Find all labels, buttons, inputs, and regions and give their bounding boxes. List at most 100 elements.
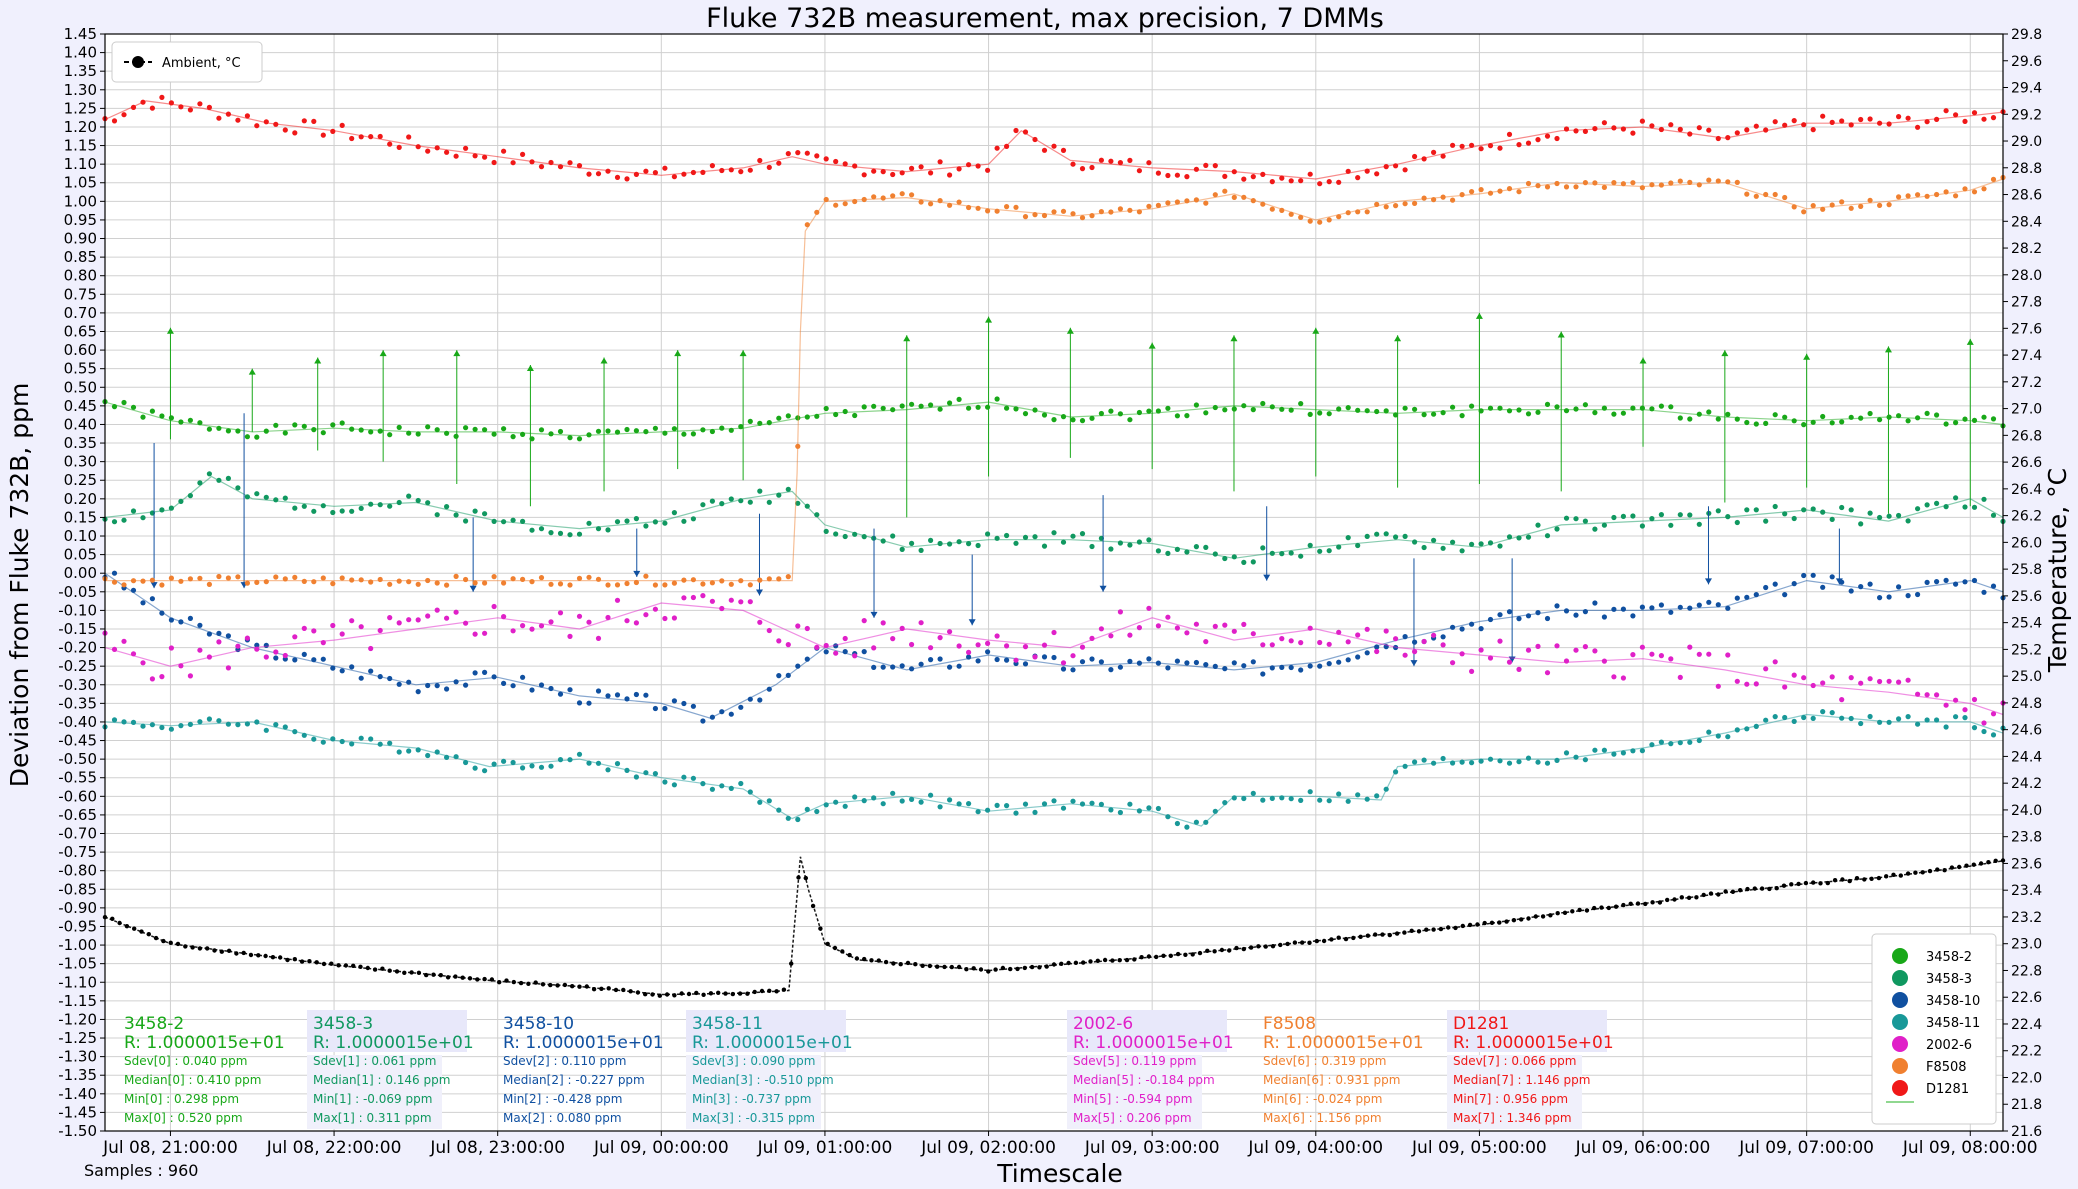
data-point — [1288, 178, 1294, 184]
data-point — [1620, 675, 1626, 681]
data-point — [1924, 119, 1930, 125]
legend-ambient-label: Ambient, °C — [162, 56, 241, 71]
data-point — [1260, 171, 1266, 177]
data-point — [1639, 523, 1645, 529]
data-point — [766, 686, 772, 692]
data-point — [1044, 964, 1049, 969]
data-point — [1051, 962, 1057, 967]
data-point — [700, 169, 706, 175]
data-point — [671, 426, 678, 432]
data-point — [1789, 882, 1794, 887]
data-point — [1763, 191, 1769, 198]
data-point — [1706, 127, 1712, 133]
data-point — [795, 443, 801, 449]
data-point — [1146, 160, 1152, 166]
data-point — [111, 579, 118, 585]
data-point — [1725, 514, 1731, 520]
data-point — [538, 682, 545, 688]
stats-text: Max[7] : 1.346 ppm — [1453, 1111, 1572, 1125]
data-point — [380, 966, 385, 971]
data-point — [1643, 901, 1648, 907]
data-point — [861, 618, 867, 624]
y2-tick-label: 26.4 — [2011, 482, 2042, 498]
data-point — [444, 582, 450, 588]
data-point — [899, 546, 905, 553]
data-point — [1535, 137, 1541, 143]
data-point — [1867, 510, 1873, 516]
data-point — [1544, 670, 1551, 676]
data-point — [1022, 534, 1029, 541]
data-point — [1222, 800, 1228, 806]
data-point — [1993, 858, 1998, 863]
data-point — [1582, 402, 1588, 408]
stats-text: R: 1.0000015e+01 — [503, 1033, 664, 1053]
data-point — [947, 797, 953, 803]
data-point — [1672, 897, 1677, 902]
y2-tick-label: 28.2 — [2011, 241, 2042, 257]
data-point — [937, 656, 943, 662]
data-point — [1650, 900, 1655, 905]
data-point — [871, 795, 877, 801]
data-point — [700, 593, 706, 599]
data-point — [1782, 592, 1788, 598]
data-point — [1288, 407, 1294, 413]
data-point — [1753, 193, 1759, 199]
data-point — [1108, 807, 1114, 813]
data-point — [1478, 146, 1484, 152]
stats-text: 3458-10 — [503, 1014, 574, 1034]
data-point — [1307, 542, 1313, 549]
data-point — [1752, 886, 1758, 891]
data-point — [1525, 411, 1532, 417]
data-point — [349, 426, 355, 432]
data-point — [891, 961, 896, 966]
data-point — [1628, 901, 1633, 906]
data-point — [690, 594, 697, 601]
data-point — [510, 683, 516, 689]
data-point — [1829, 710, 1835, 716]
data-point — [121, 399, 127, 406]
data-point — [994, 633, 1000, 639]
data-point — [225, 721, 231, 727]
stats-text: Min[6] : -0.024 ppm — [1263, 1092, 1382, 1106]
legend-marker — [1892, 1036, 1908, 1052]
series-3458-11 — [102, 709, 2006, 830]
data-point — [633, 774, 640, 780]
data-point — [1098, 659, 1104, 665]
data-point — [1421, 638, 1427, 645]
x-tick-label: Jul 09, 03:00:00 — [1084, 1138, 1220, 1158]
data-point — [1649, 182, 1655, 188]
y-tick-label: 0.25 — [64, 471, 97, 489]
data-point — [570, 984, 575, 989]
data-point — [1525, 140, 1532, 146]
data-point — [1446, 925, 1451, 930]
y-axis-label: Deviation from Fluke 732B, ppm — [5, 383, 34, 788]
data-point — [1260, 671, 1266, 677]
data-point — [871, 664, 877, 671]
y2-tick-label: 25.6 — [2011, 589, 2042, 605]
data-point — [567, 532, 573, 538]
data-point — [1117, 411, 1123, 417]
data-point — [482, 580, 488, 586]
data-point — [730, 991, 735, 997]
legend-marker — [1892, 992, 1908, 1008]
data-point — [132, 926, 137, 931]
data-point — [1867, 713, 1873, 720]
data-point — [745, 991, 750, 996]
data-point — [301, 625, 307, 632]
y2-tick-label: 26.2 — [2011, 509, 2042, 525]
data-point — [1599, 905, 1604, 910]
data-point — [510, 160, 516, 166]
data-point — [1431, 760, 1437, 766]
data-point — [1450, 404, 1456, 410]
data-point — [1563, 126, 1570, 132]
data-point — [650, 992, 655, 997]
data-point — [1639, 604, 1645, 610]
data-point — [244, 494, 250, 500]
data-point — [1563, 750, 1570, 756]
data-point — [747, 418, 753, 424]
data-point — [491, 674, 497, 680]
data-point — [254, 123, 260, 129]
data-point — [1317, 639, 1323, 646]
data-point — [842, 803, 848, 809]
series-f8508 — [102, 174, 2006, 588]
